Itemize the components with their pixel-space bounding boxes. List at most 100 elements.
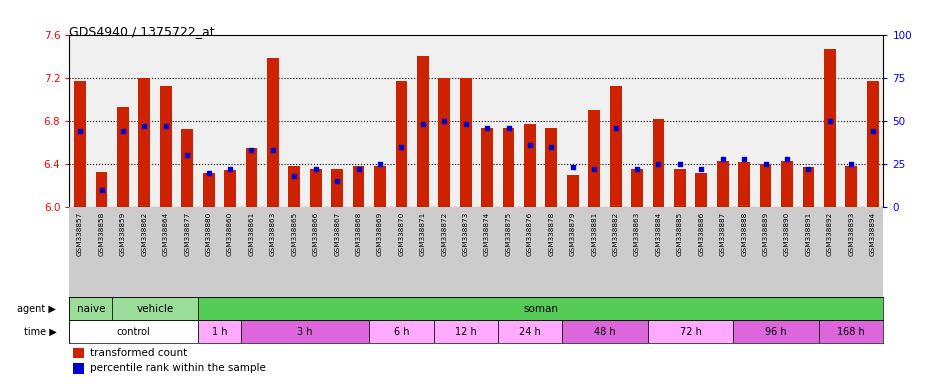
Text: GSM338864: GSM338864	[163, 212, 168, 256]
Point	[458, 121, 473, 127]
Text: 168 h: 168 h	[837, 327, 865, 337]
Bar	[198, 321, 240, 343]
Bar	[139, 78, 150, 207]
Text: GSM338885: GSM338885	[677, 212, 683, 256]
Point	[630, 166, 645, 172]
Text: GSM338868: GSM338868	[355, 212, 362, 256]
Point	[672, 161, 687, 167]
Text: GSM338881: GSM338881	[591, 212, 598, 256]
Point	[265, 147, 280, 153]
Text: GSM338886: GSM338886	[698, 212, 704, 256]
Text: GSM338891: GSM338891	[806, 212, 811, 256]
Text: GSM338869: GSM338869	[377, 212, 383, 256]
Text: GSM338887: GSM338887	[720, 212, 726, 256]
Text: GSM338860: GSM338860	[227, 212, 233, 256]
Text: GSM338882: GSM338882	[612, 212, 619, 256]
Bar	[631, 169, 643, 207]
Bar	[803, 167, 814, 207]
Text: vehicle: vehicle	[136, 304, 174, 314]
Text: GSM338873: GSM338873	[462, 212, 469, 256]
Text: GSM338878: GSM338878	[549, 212, 554, 256]
Point	[501, 125, 516, 131]
Bar	[74, 81, 86, 207]
Point	[137, 123, 152, 129]
Bar	[674, 169, 685, 207]
Text: soman: soman	[524, 304, 558, 314]
Bar	[69, 321, 198, 343]
Bar	[203, 172, 215, 207]
Bar	[310, 169, 322, 207]
Bar	[331, 169, 343, 207]
Bar	[73, 363, 84, 374]
Bar	[95, 172, 107, 207]
Point	[287, 173, 302, 179]
Bar	[781, 161, 793, 207]
Bar	[369, 321, 434, 343]
Bar	[824, 49, 835, 207]
Text: GSM338863: GSM338863	[634, 212, 640, 256]
Text: 24 h: 24 h	[519, 327, 541, 337]
Text: GSM338894: GSM338894	[870, 212, 876, 256]
Point	[523, 142, 537, 148]
Bar	[117, 107, 129, 207]
Text: 1 h: 1 h	[212, 327, 227, 337]
Text: 48 h: 48 h	[594, 327, 616, 337]
Point	[865, 128, 880, 134]
Text: GSM338865: GSM338865	[291, 212, 297, 256]
Bar	[438, 78, 450, 207]
Point	[736, 156, 751, 162]
Text: 6 h: 6 h	[394, 327, 409, 337]
Point	[822, 118, 837, 124]
Bar	[546, 128, 557, 207]
Bar	[160, 86, 172, 207]
Text: GSM338890: GSM338890	[784, 212, 790, 256]
Text: GSM338857: GSM338857	[77, 212, 83, 256]
Text: GSM338889: GSM338889	[762, 212, 769, 256]
Text: GSM338879: GSM338879	[570, 212, 575, 256]
Text: GSM338858: GSM338858	[98, 212, 105, 256]
Point	[244, 147, 259, 153]
Point	[179, 152, 194, 158]
Text: 12 h: 12 h	[455, 327, 476, 337]
Bar	[588, 110, 600, 207]
Text: GSM338876: GSM338876	[527, 212, 533, 256]
Bar	[610, 86, 622, 207]
Point	[202, 169, 216, 175]
Bar	[460, 78, 472, 207]
Point	[609, 125, 623, 131]
Point	[651, 161, 666, 167]
Text: GSM338888: GSM338888	[741, 212, 747, 256]
Point	[544, 144, 559, 150]
Text: 96 h: 96 h	[766, 327, 787, 337]
Text: GDS4940 / 1375722_at: GDS4940 / 1375722_at	[69, 25, 215, 38]
Bar	[112, 298, 198, 321]
Point	[586, 166, 601, 172]
Text: GSM338884: GSM338884	[656, 212, 661, 256]
Point	[373, 161, 388, 167]
Text: GSM338875: GSM338875	[505, 212, 512, 256]
Point	[437, 118, 451, 124]
Text: GSM338871: GSM338871	[420, 212, 426, 256]
Bar	[867, 81, 879, 207]
Bar	[434, 321, 498, 343]
Bar	[181, 129, 193, 207]
Text: GSM338872: GSM338872	[441, 212, 448, 256]
Text: GSM338880: GSM338880	[205, 212, 212, 256]
Point	[394, 144, 409, 150]
Bar	[734, 321, 820, 343]
Text: GSM338861: GSM338861	[249, 212, 254, 256]
Text: time ▶: time ▶	[24, 327, 56, 337]
Bar	[245, 148, 257, 207]
Bar	[224, 170, 236, 207]
Bar	[759, 164, 771, 207]
Bar	[562, 321, 648, 343]
Text: GSM338863: GSM338863	[270, 212, 276, 256]
Text: GSM338893: GSM338893	[848, 212, 855, 256]
Point	[73, 128, 88, 134]
Bar	[289, 166, 301, 207]
Text: transformed count: transformed count	[90, 348, 187, 358]
Point	[780, 156, 795, 162]
Text: GSM338892: GSM338892	[827, 212, 832, 256]
Point	[415, 121, 430, 127]
Bar	[267, 58, 278, 207]
